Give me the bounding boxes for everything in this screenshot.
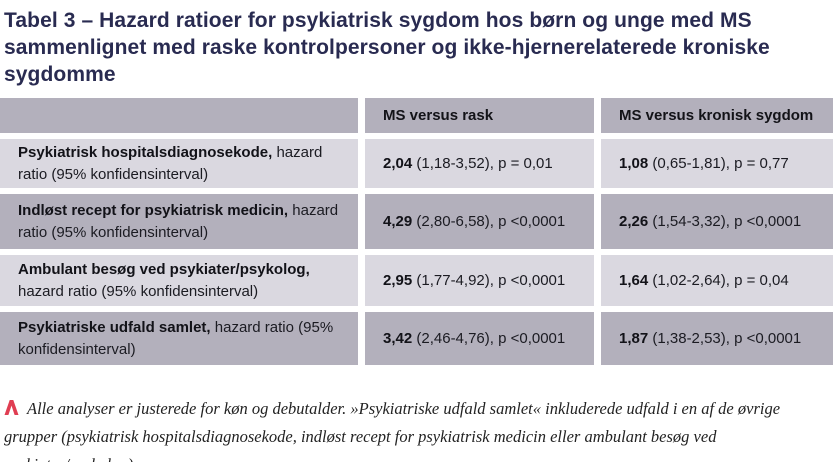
hazard-ratio-table: MS versus rask MS versus kronisk sygdom … xyxy=(0,98,833,365)
value-text: 2,04 (1,18-3,52), p = 0,01 xyxy=(383,155,553,172)
value-rask-row3: 2,95 (1,77-4,92), p <0,0001 xyxy=(365,255,594,306)
value-text: 4,29 (2,80-6,58), p <0,0001 xyxy=(383,213,566,230)
value-rask-row1: 2,04 (1,18-3,52), p = 0,01 xyxy=(365,139,594,188)
header-ms-versus-kronisk: MS versus kronisk sygdom xyxy=(601,98,833,133)
row-label-hospitalsdiagnosekode: Psykiatrisk hospitalsdiagnosekode, hazar… xyxy=(0,139,358,188)
footnote-text: Alle analyser er justerede for køn og de… xyxy=(4,399,781,462)
value-kronisk-row4: 1,87 (1,38-2,53), p <0,0001 xyxy=(601,312,833,365)
value-text: 1,87 (1,38-2,53), p <0,0001 xyxy=(619,330,802,347)
header-ms-versus-rask: MS versus rask xyxy=(365,98,594,133)
value-rask-row4: 3,42 (2,46-4,76), p <0,0001 xyxy=(365,312,594,365)
value-text: 1,08 (0,65-1,81), p = 0,77 xyxy=(619,155,789,172)
value-text: 1,64 (1,02-2,64), p = 0,04 xyxy=(619,272,789,289)
footnote: Alle analyser er justerede for køn og de… xyxy=(4,395,824,462)
value-kronisk-row3: 1,64 (1,02-2,64), p = 0,04 xyxy=(601,255,833,306)
value-kronisk-row1: 1,08 (0,65-1,81), p = 0,77 xyxy=(601,139,833,188)
row-label-text: Psykiatriske udfald samlet, hazard ratio… xyxy=(18,318,334,358)
row-label-text: Psykiatrisk hospitalsdiagnosekode, hazar… xyxy=(18,143,323,183)
row-label-text: Indløst recept for psykiatrisk medicin, … xyxy=(18,201,339,241)
row-label-udfald-samlet: Psykiatriske udfald samlet, hazard ratio… xyxy=(0,312,358,365)
header-empty-cell xyxy=(0,98,358,133)
value-text: 2,26 (1,54-3,32), p <0,0001 xyxy=(619,213,802,230)
value-text: 3,42 (2,46-4,76), p <0,0001 xyxy=(383,330,566,347)
table-title: Tabel 3 – Hazard ratioer for psykiatrisk… xyxy=(4,9,770,86)
row-label-text: Ambulant besøg ved psykiater/psykolog, h… xyxy=(18,260,310,300)
row-label-indlost-recept: Indløst recept for psykiatrisk medicin, … xyxy=(0,194,358,249)
value-kronisk-row2: 2,26 (1,54-3,32), p <0,0001 xyxy=(601,194,833,249)
value-text: 2,95 (1,77-4,92), p <0,0001 xyxy=(383,272,566,289)
caret-up-icon xyxy=(4,396,19,424)
row-label-ambulant-besog: Ambulant besøg ved psykiater/psykolog, h… xyxy=(0,255,358,306)
value-rask-row2: 4,29 (2,80-6,58), p <0,0001 xyxy=(365,194,594,249)
